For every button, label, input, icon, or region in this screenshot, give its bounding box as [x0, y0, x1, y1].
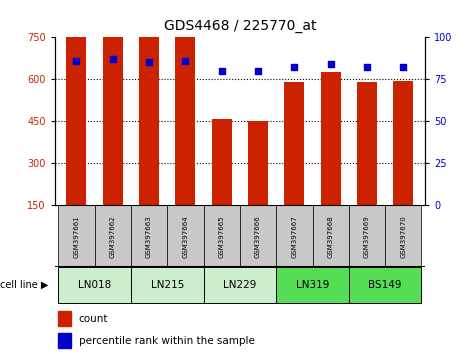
Bar — [139, 35, 159, 205]
FancyBboxPatch shape — [58, 205, 95, 267]
Point — [254, 68, 262, 74]
FancyBboxPatch shape — [349, 267, 421, 303]
Point — [399, 64, 407, 70]
Text: GSM397668: GSM397668 — [328, 215, 333, 258]
Point — [363, 64, 371, 70]
FancyBboxPatch shape — [204, 267, 276, 303]
Bar — [66, 30, 86, 205]
FancyBboxPatch shape — [131, 205, 167, 267]
Text: LN215: LN215 — [151, 280, 184, 290]
FancyBboxPatch shape — [276, 205, 313, 267]
FancyBboxPatch shape — [349, 205, 385, 267]
Bar — [321, 72, 341, 205]
Text: percentile rank within the sample: percentile rank within the sample — [79, 336, 255, 346]
Text: GSM397661: GSM397661 — [74, 215, 79, 258]
FancyBboxPatch shape — [204, 205, 240, 267]
FancyBboxPatch shape — [313, 205, 349, 267]
Bar — [103, 0, 123, 205]
FancyBboxPatch shape — [131, 267, 204, 303]
Point — [327, 61, 334, 67]
FancyBboxPatch shape — [276, 267, 349, 303]
Text: GSM397666: GSM397666 — [255, 215, 261, 258]
Bar — [248, 121, 268, 205]
Text: GSM397663: GSM397663 — [146, 215, 152, 258]
Point — [181, 58, 189, 64]
Bar — [285, 82, 304, 205]
FancyBboxPatch shape — [167, 205, 204, 267]
FancyBboxPatch shape — [385, 205, 421, 267]
Text: LN319: LN319 — [296, 280, 329, 290]
Text: GSM397665: GSM397665 — [218, 215, 225, 258]
Point — [73, 58, 80, 64]
Point — [291, 64, 298, 70]
Point — [218, 68, 226, 74]
Text: LN229: LN229 — [223, 280, 256, 290]
Bar — [393, 81, 413, 205]
Bar — [58, 311, 71, 326]
FancyBboxPatch shape — [95, 205, 131, 267]
Title: GDS4468 / 225770_at: GDS4468 / 225770_at — [163, 19, 316, 33]
Text: BS149: BS149 — [369, 280, 402, 290]
Bar — [357, 82, 377, 205]
Point — [109, 56, 116, 62]
Bar — [212, 119, 232, 205]
Bar — [175, 33, 195, 205]
Text: cell line ▶: cell line ▶ — [0, 280, 48, 290]
Text: count: count — [79, 314, 108, 324]
Text: GSM397670: GSM397670 — [400, 215, 406, 258]
Text: GSM397669: GSM397669 — [364, 215, 370, 258]
Text: GSM397662: GSM397662 — [110, 215, 116, 258]
Bar — [58, 333, 71, 348]
Text: GSM397664: GSM397664 — [182, 215, 189, 258]
Text: LN018: LN018 — [78, 280, 111, 290]
FancyBboxPatch shape — [58, 267, 131, 303]
Point — [145, 59, 153, 65]
Text: GSM397667: GSM397667 — [291, 215, 297, 258]
FancyBboxPatch shape — [240, 205, 276, 267]
